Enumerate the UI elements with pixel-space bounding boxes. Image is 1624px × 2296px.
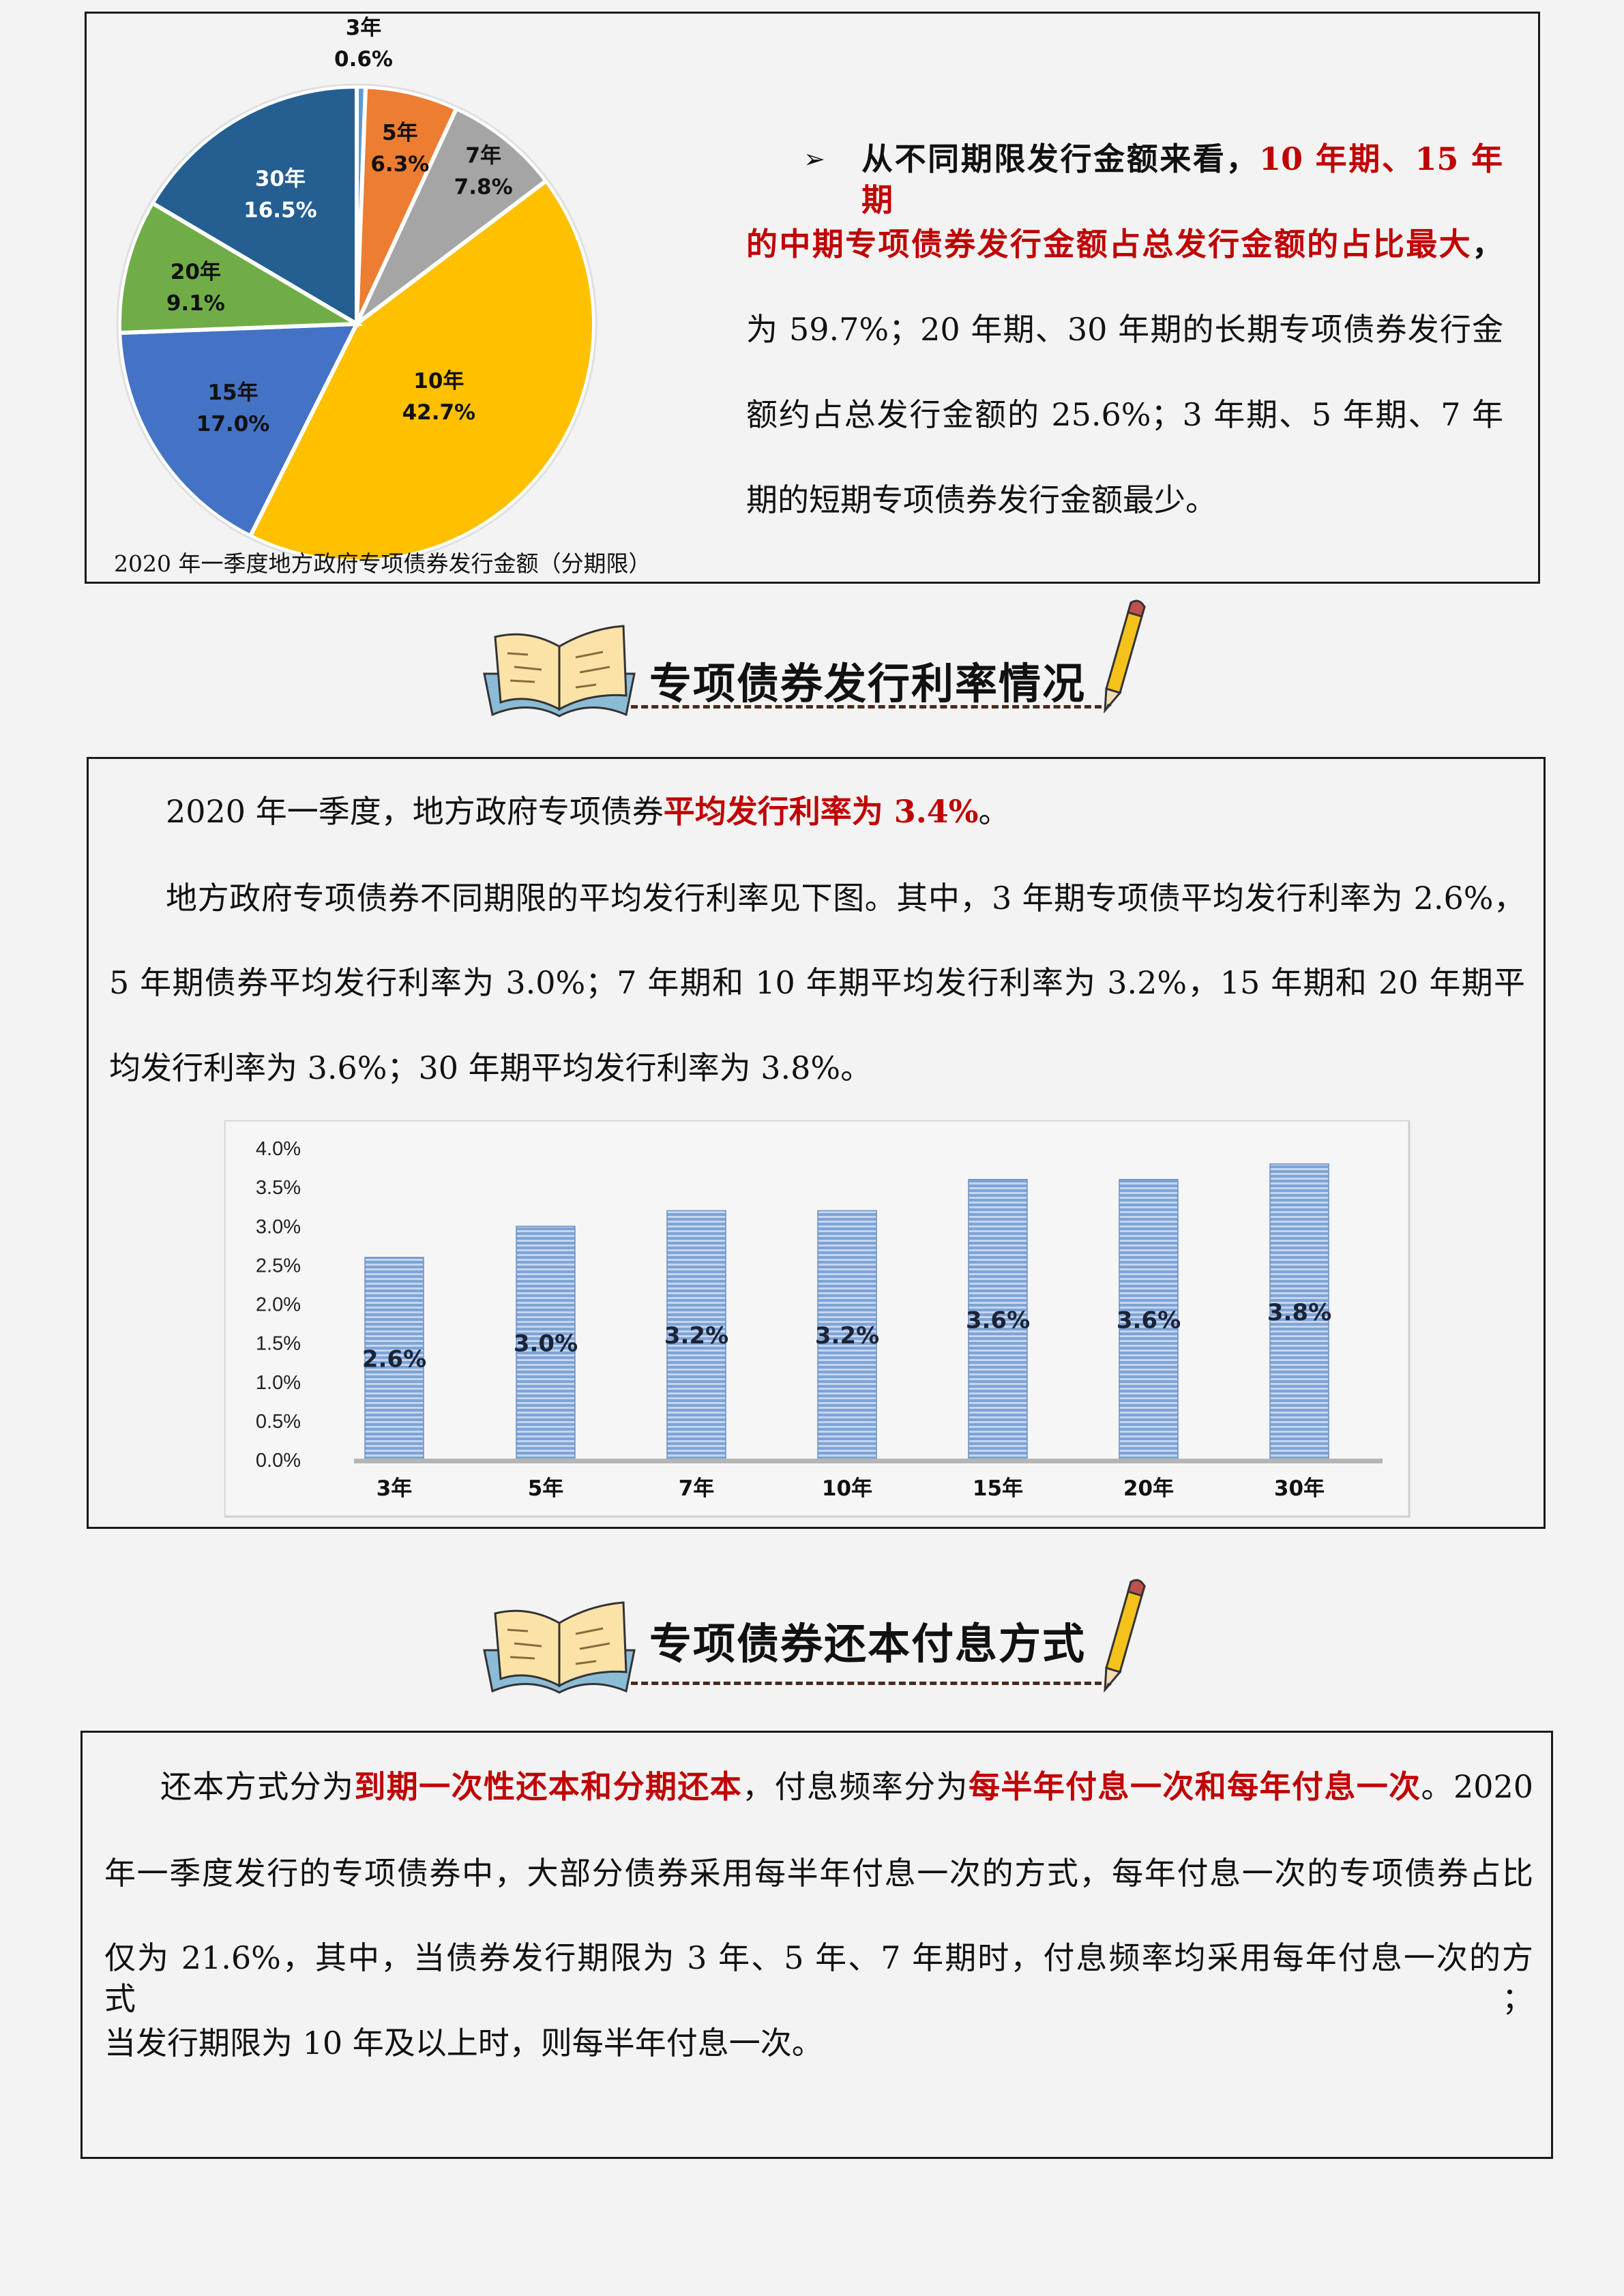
y-tick-label: 1.0%: [256, 1372, 301, 1394]
pie-label-value: 0.6%: [334, 47, 393, 72]
x-tick-label: 5年: [528, 1476, 564, 1501]
bar-value-label: 2.6%: [362, 1345, 426, 1373]
text-segment: 2020 年一季度，地方政府专项债券: [166, 793, 664, 830]
pie-label-value: 9.1%: [166, 291, 225, 316]
section-issuance-amount: 3年 0.6% 5年 6.3% 7年 7.8% 10年 42.7% 15年 17.0% 20年 9.1…: [85, 12, 1540, 584]
text-line: 5 年期债券平均发行利率为 3.0%；7 年期和 10 年期平均发行利率为 3.…: [109, 962, 1525, 1003]
pie-label-value: 17.0%: [196, 412, 270, 436]
text-segment: ，付息频率分为: [742, 1768, 969, 1805]
y-tick-label: 2.0%: [256, 1294, 301, 1316]
text-segment: 还本方式分为: [160, 1768, 355, 1805]
text-line: 还本方式分为到期一次性还本和分期还本，付息频率分为每半年付息一次和每年付息一次。…: [160, 1766, 1533, 1807]
highlight-text: 10 年期、15 年期: [861, 140, 1503, 218]
pie-caption: 2020 年一季度地方政府专项债券发行金额（分期限）: [114, 550, 651, 577]
pie-slice-7年: [355, 106, 549, 326]
dashed-underline: [631, 1682, 1102, 1685]
open-book-icon: [483, 1601, 636, 1694]
text-segment: 。2020: [1421, 1768, 1534, 1805]
bar-value-label: 3.6%: [966, 1307, 1030, 1334]
highlight-text: 的中期专项债券发行金额占总发行金额的占比最大: [746, 226, 1472, 263]
pie-slice-30年: [149, 84, 359, 328]
highlight-text: 每半年付息一次和每年付息一次: [968, 1768, 1421, 1805]
text-segment: 地方政府专项债券不同期限的平均发行利率见下图。其中，3 年期专项债平均发行利率为…: [166, 880, 1525, 916]
x-tick-label: 3年: [377, 1476, 413, 1501]
text-segment: 5 年期债券平均发行利率为 3.0%；7 年期和 10 年期平均发行利率为 3.…: [109, 964, 1525, 1001]
pie-outline: [116, 83, 597, 559]
text-segment: 年一季度发行的专项债券中，大部分债券采用每半年付息一次的方式，每年付息一次的专项…: [104, 1855, 1533, 1892]
x-axis-line: [354, 1459, 1383, 1463]
y-tick-label: 4.0%: [256, 1138, 301, 1160]
pie-label-category: 5年: [382, 121, 418, 145]
pie-slice-10年: [247, 177, 596, 559]
text-line: 为 59.7%；20 年期、30 年期的长期专项债券发行金: [746, 309, 1503, 350]
pencil-icon: [1104, 1579, 1146, 1693]
pie-label-value: 42.7%: [402, 400, 476, 425]
arrowhead-bullet-icon: ➢: [803, 144, 825, 174]
text-segment: 期的短期专项债券发行金额最少。: [746, 481, 1217, 518]
bar-20年: [1119, 1178, 1179, 1461]
x-tick-label: 30年: [1274, 1476, 1325, 1501]
bar-value-label: 3.2%: [664, 1322, 728, 1350]
bar-3年: [364, 1257, 424, 1461]
bar-15年: [968, 1178, 1028, 1461]
pie-label-value: 7.8%: [454, 175, 513, 200]
text-line: 额约占总发行金额的 25.6%；3 年期、5 年期、7 年: [746, 394, 1503, 435]
pie-label-value: 16.5%: [243, 198, 317, 223]
bar-value-label: 3.2%: [815, 1322, 879, 1350]
text-segment: 。: [978, 793, 1010, 830]
x-tick-label: 7年: [679, 1476, 715, 1501]
open-book-icon: [483, 625, 636, 717]
text-segment: 额约占总发行金额的 25.6%；3 年期、5 年期、7 年: [746, 396, 1503, 433]
pencil-icon: [1104, 599, 1146, 713]
text-line: 2020 年一季度，地方政府专项债券平均发行利率为 3.4%。: [166, 791, 1009, 832]
bar-value-label: 3.6%: [1117, 1307, 1181, 1334]
pie-chart: 3年 0.6% 5年 6.3% 7年 7.8% 10年 42.7% 15年 17.0% 20年 9.1…: [116, 16, 597, 559]
pie-label-value: 6.3%: [370, 152, 429, 177]
pie-label-category: 10年: [413, 369, 464, 393]
section-title-repayment: 专项债券还本付息方式: [649, 1619, 1087, 1669]
text-segment: 均发行利率为 3.6%；30 年期平均发行利率为 3.8%。: [109, 1049, 872, 1086]
section-repayment-method: 还本方式分为到期一次性还本和分期还本，付息频率分为每半年付息一次和每年付息一次。…: [80, 1731, 1553, 2159]
section-title-rates: 专项债券发行利率情况: [649, 659, 1087, 709]
dashed-underline: [631, 705, 1102, 709]
text-line: 均发行利率为 3.6%；30 年期平均发行利率为 3.8%。: [109, 1047, 872, 1088]
y-tick-label: 0.0%: [256, 1450, 301, 1472]
y-tick-label: 1.5%: [256, 1333, 301, 1355]
pie-label-category: 30年: [255, 167, 306, 192]
text-segment: 当发行期限为 10 年及以上时，则每半年付息一次。: [104, 2025, 823, 2061]
highlight-text: 平均发行利率为 3.4%: [663, 793, 979, 830]
pie-label-category: 15年: [207, 381, 258, 405]
bar-7年: [666, 1210, 726, 1461]
section-issuance-rates: 2020 年一季度，地方政府专项债券平均发行利率为 3.4%。地方政府专项债券不…: [87, 757, 1546, 1529]
text-segment: ，: [1472, 226, 1503, 263]
pie-slice-15年: [117, 321, 360, 539]
y-tick-label: 3.5%: [256, 1177, 301, 1199]
text-segment: 从不同期限发行金额来看，: [861, 140, 1260, 177]
bar-30年: [1269, 1163, 1329, 1461]
bar-value-label: 3.0%: [514, 1330, 578, 1358]
text-line: 地方政府专项债券不同期限的平均发行利率见下图。其中，3 年期专项债平均发行利率为…: [166, 878, 1525, 919]
highlight-text: 到期一次性还本和分期还本: [354, 1768, 743, 1805]
text-line: 年一季度发行的专项债券中，大部分债券采用每半年付息一次的方式，每年付息一次的专项…: [104, 1853, 1533, 1894]
text-line: 当发行期限为 10 年及以上时，则每半年付息一次。: [104, 2023, 823, 2063]
y-tick-label: 0.5%: [256, 1411, 301, 1433]
y-tick-label: 3.0%: [256, 1216, 301, 1238]
text-line: 仅为 21.6%，其中，当债券发行期限为 3 年、5 年、7 年期时，付息频率均…: [104, 1937, 1533, 2019]
y-tick-label: 2.5%: [256, 1255, 301, 1277]
x-tick-label: 10年: [822, 1476, 872, 1501]
x-tick-label: 20年: [1123, 1476, 1174, 1501]
pie-label-category: 7年: [465, 144, 501, 168]
text-line: 的中期专项债券发行金额占总发行金额的占比最大，: [746, 224, 1503, 265]
text-segment: 仅为 21.6%，其中，当债券发行期限为 3 年、5 年、7 年期时，付息频率均…: [104, 1939, 1533, 2017]
bar-chart: 0.0% 0.5% 1.0% 1.5% 2.0% 2.5% 3.0% 3.5% 4.0% 2.6%…: [224, 1120, 1411, 1518]
pie-label-category: 3年: [346, 16, 382, 40]
bar-10年: [817, 1210, 877, 1461]
x-tick-label: 15年: [973, 1476, 1023, 1501]
pie-label-category: 20年: [171, 260, 221, 284]
pie-slice-20年: [117, 200, 364, 336]
text-line: 从不同期限发行金额来看，10 年期、15 年期: [861, 138, 1503, 220]
text-segment: 为 59.7%；20 年期、30 年期的长期专项债券发行金: [746, 311, 1503, 348]
text-line: 期的短期专项债券发行金额最少。: [746, 479, 1217, 520]
bar-value-label: 3.8%: [1267, 1299, 1331, 1326]
